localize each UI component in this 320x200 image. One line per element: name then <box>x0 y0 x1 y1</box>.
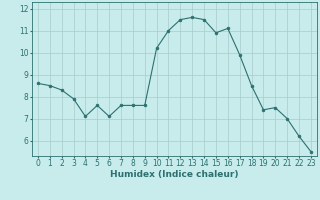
X-axis label: Humidex (Indice chaleur): Humidex (Indice chaleur) <box>110 170 239 179</box>
